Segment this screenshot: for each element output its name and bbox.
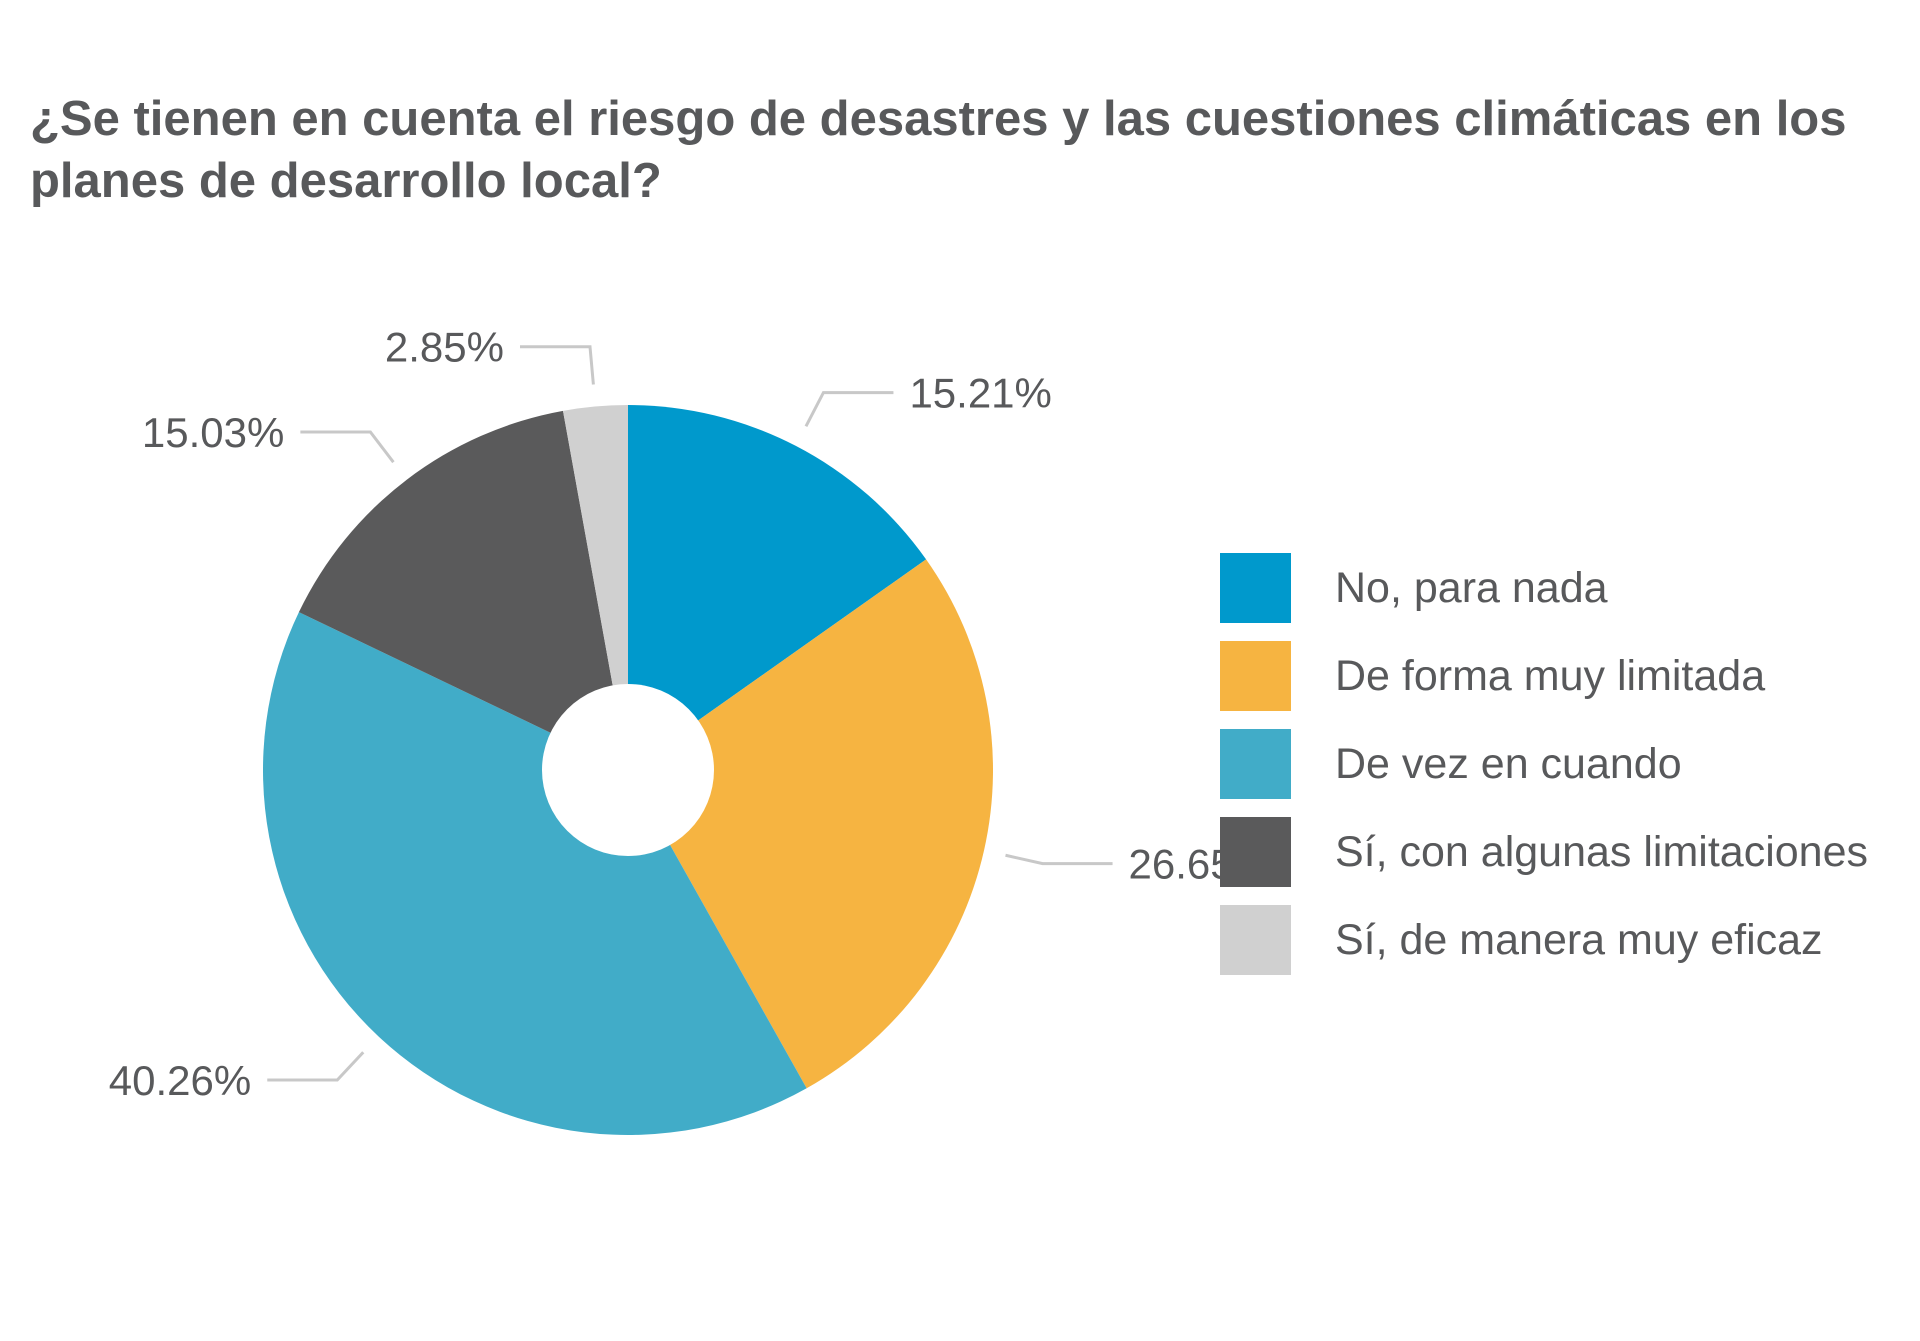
legend-item-1: No, para nada (1220, 553, 1868, 623)
leader-line-4 (300, 430, 395, 464)
donut-hole (542, 684, 714, 856)
legend-item-2: De forma muy limitada (1220, 641, 1868, 711)
leader-line-5 (519, 345, 595, 385)
data-label-4: 15.03% (142, 409, 284, 456)
pie-slice-2 (628, 559, 993, 1089)
legend-label-1: No, para nada (1335, 563, 1608, 612)
legend-label-2: De forma muy limitada (1335, 651, 1766, 700)
pie-slice-4 (298, 410, 628, 770)
legend: No, para nada De forma muy limitada De vez… (1220, 553, 1868, 993)
legend-swatch-4 (1220, 817, 1291, 887)
leader-line-2 (1005, 853, 1113, 866)
leader-line-3 (267, 1051, 365, 1082)
data-label-5: 2.85% (385, 324, 504, 371)
pie-slice-3 (262, 612, 807, 1135)
data-label-3: 40.26% (109, 1057, 251, 1104)
leader-line-1 (804, 391, 894, 428)
legend-swatch-1 (1220, 553, 1291, 623)
pie-slice-5 (562, 405, 628, 770)
leader-lines (267, 345, 1113, 1082)
data-label-1: 15.21% (909, 370, 1051, 417)
pie-slices (262, 405, 993, 1135)
legend-swatch-5 (1220, 905, 1291, 975)
legend-swatch-2 (1220, 641, 1291, 711)
legend-item-3: De vez en cuando (1220, 729, 1868, 799)
chart-title: ¿Se tienen en cuenta el riesgo de desast… (30, 92, 1847, 208)
legend-label-3: De vez en cuando (1335, 739, 1682, 788)
legend-label-4: Sí, con algunas limitaciones (1335, 827, 1869, 876)
pie-slice-1 (628, 405, 927, 770)
legend-item-4: Sí, con algunas limitaciones (1220, 817, 1868, 887)
legend-swatch-3 (1220, 729, 1291, 799)
legend-item-5: Sí, de manera muy eficaz (1220, 905, 1868, 975)
legend-label-5: Sí, de manera muy eficaz (1335, 915, 1823, 964)
